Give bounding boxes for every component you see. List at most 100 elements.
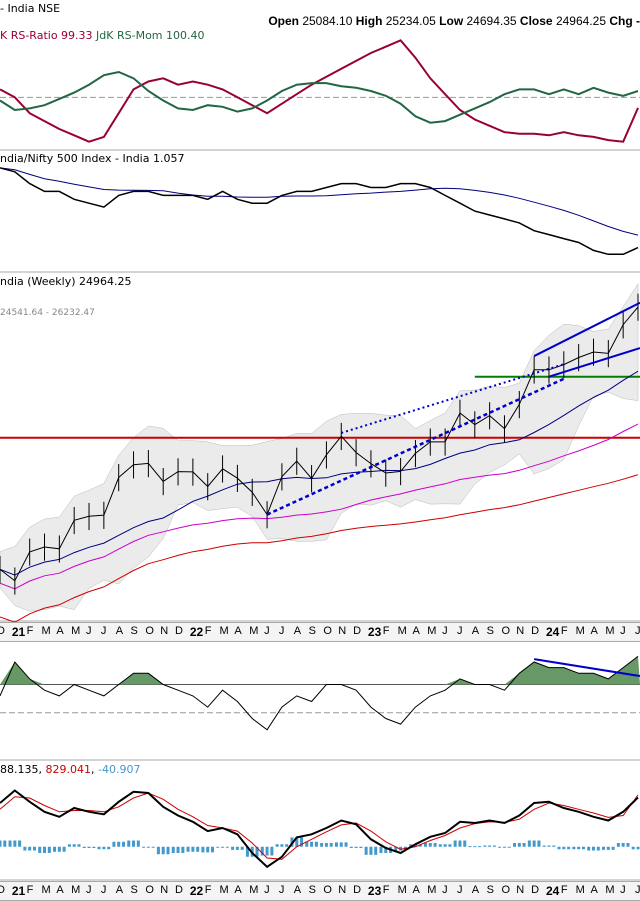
axis-tick-label: D: [353, 884, 362, 896]
axis-tick-label: 23: [367, 625, 382, 639]
axis-tick-label: O: [145, 884, 154, 896]
macd-histogram-bar: [577, 846, 581, 850]
macd-histogram-bar: [176, 846, 180, 853]
macd-histogram-bar: [354, 846, 358, 848]
axis-tick-label: A: [234, 625, 242, 637]
low-label: Low: [439, 14, 464, 28]
macd-histogram-bar: [527, 840, 531, 847]
axis-tick-label: N: [338, 625, 347, 637]
macd-histogram-bar: [379, 846, 383, 853]
macd-histogram-bar: [0, 840, 2, 847]
macd-histogram-bar: [57, 846, 61, 852]
rs-mom-line: [0, 70, 639, 124]
axis-tick-label: F: [382, 625, 390, 637]
rs-ratio-line: [0, 39, 639, 143]
macd-histogram-bar: [488, 845, 492, 847]
macd-histogram-bar: [626, 843, 630, 847]
axis-tick-label: A: [412, 625, 420, 637]
macd-histogram-bar: [409, 844, 413, 847]
macd-histogram-bar: [492, 845, 496, 847]
macd-histogram-bar: [72, 844, 76, 847]
axis-tick-label: A: [590, 884, 598, 896]
high-value: 25234.05: [385, 14, 436, 28]
axis-tick-label: J: [278, 625, 285, 637]
axis-tick-label: M: [397, 625, 407, 637]
axis-tick-label: M: [71, 884, 81, 896]
macd-histogram-bar: [265, 846, 269, 856]
macd-legend: 88.135, 829.041, -40.907: [0, 763, 141, 776]
macd-histogram-bar: [295, 837, 299, 847]
macd-histogram-bar: [621, 843, 625, 847]
axis-tick-label: A: [115, 625, 124, 637]
axis-tick-label: F: [204, 884, 212, 896]
axis-tick-label: S: [308, 884, 316, 896]
axis-tick-label: A: [293, 625, 302, 637]
macd-histogram-bar: [522, 843, 526, 847]
macd-histogram-bar: [483, 845, 487, 847]
axis-tick-label: 24: [545, 625, 560, 639]
macd-histogram-bar: [285, 844, 289, 847]
macd-histogram-bar: [13, 840, 17, 847]
macd-histogram-bar: [507, 846, 511, 848]
rs-ratio-label: K RS-Ratio 99.33: [0, 29, 93, 42]
axis-tick-label: J: [86, 625, 92, 637]
macd-histogram-bar: [596, 846, 600, 851]
axis-tick-label: J: [620, 625, 626, 637]
channel-top: [533, 301, 640, 357]
axis-tick-label: J: [456, 625, 463, 637]
axis-tick-label: F: [382, 884, 390, 896]
axis-tick-label: N: [516, 884, 525, 896]
axis-tick-label: M: [575, 884, 585, 896]
axis-tick-label: A: [471, 625, 480, 637]
relative-ratio-line: [0, 167, 639, 256]
axis-tick-label: N: [160, 625, 169, 637]
macd-histogram-bar: [562, 846, 566, 850]
ratio-legend: ndia/Nifty 500 Index - India 1.057: [0, 152, 185, 165]
axis-tick-label: M: [41, 884, 51, 896]
macd-histogram-bar: [121, 841, 125, 847]
macd-histogram-bar: [423, 843, 427, 847]
upper-trendline: [340, 363, 565, 434]
macd-histogram-bar: [8, 840, 12, 847]
axis-tick-label: M: [219, 884, 229, 896]
osc-fill: [0, 656, 640, 685]
axis-tick-label: D: [531, 884, 540, 896]
macd-histogram-bar: [458, 840, 462, 847]
macd-hist-value: -40.907: [98, 763, 141, 776]
macd-histogram-bar: [260, 846, 264, 856]
macd-histogram-bar: [498, 846, 502, 848]
axis-tick-label: J: [456, 884, 463, 896]
macd-histogram-bar: [3, 840, 7, 847]
macd-histogram-bar: [151, 846, 155, 848]
macd-histogram-bar: [453, 840, 457, 847]
macd-histogram-bar: [62, 846, 66, 852]
macd-histogram-bar: [537, 840, 541, 847]
macd-histogram-bar: [369, 846, 373, 855]
axis-tick-label: A: [471, 884, 480, 896]
axis-tick-label: O: [145, 625, 154, 637]
ma100-line: [0, 423, 639, 590]
macd-histogram-bar: [359, 846, 363, 848]
macd-histogram-bar: [438, 844, 442, 847]
macd-histogram-bar: [513, 843, 517, 847]
axis-tick-label: F: [560, 625, 568, 637]
close-value: 24964.25: [555, 14, 606, 28]
axis-tick-label: J: [635, 884, 640, 896]
macd-histogram-bar: [448, 844, 452, 847]
axis-tick-label: 21: [11, 625, 26, 639]
axis-tick-label: A: [412, 884, 420, 896]
macd-histogram-bar: [132, 840, 136, 847]
macd-histogram-bar: [384, 846, 388, 853]
macd-histogram-bar: [92, 846, 96, 848]
axis-tick-label: O: [501, 625, 511, 637]
macd-histogram-bar: [270, 846, 274, 856]
axis-tick-label: S: [130, 625, 138, 637]
axis-tick-label: J: [442, 884, 448, 896]
macd-histogram-bar: [300, 837, 304, 847]
macd-histogram-bar: [136, 840, 140, 847]
axis-tick-label: J: [100, 625, 107, 637]
macd-histogram-bar: [581, 846, 585, 850]
macd-histogram-bar: [502, 846, 506, 848]
macd-histogram-bar: [399, 846, 403, 851]
